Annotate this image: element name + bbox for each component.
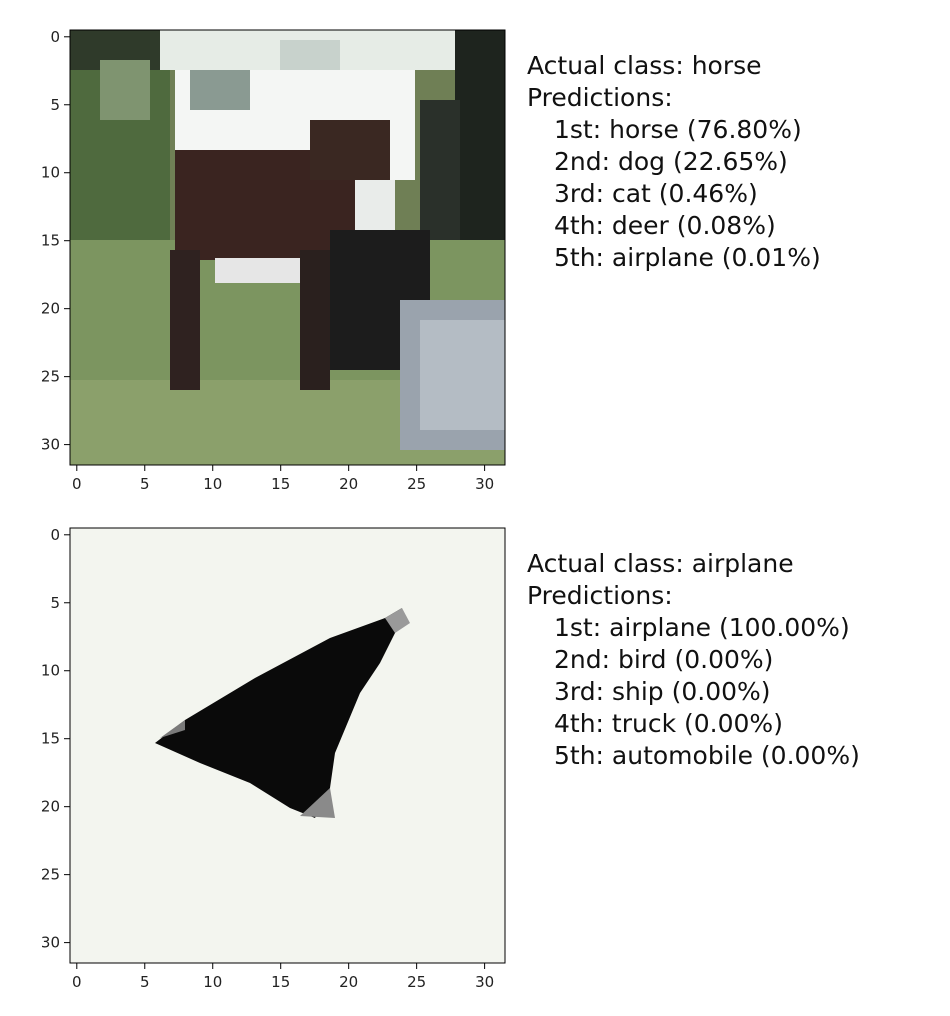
y-tick-label: 5 (50, 96, 60, 114)
airplane-image (70, 528, 505, 963)
x-tick-label: 25 (407, 475, 426, 493)
actual-class-label: Actual class: horse (527, 51, 762, 80)
y-tick-label: 30 (41, 934, 60, 952)
prediction-2nd: 2nd: dog (22.65%) (554, 147, 788, 176)
y-tick-label: 20 (41, 798, 60, 816)
panel-1: 0 5 10 15 20 25 30 0 5 10 15 20 25 30 Actual class: h… (0, 0, 950, 500)
prediction-4th: 4th: deer (0.08%) (554, 211, 776, 240)
prediction-1st: 1st: airplane (100.00%) (554, 613, 850, 642)
y-tick-label: 0 (50, 526, 60, 544)
x-tick-label: 20 (339, 475, 358, 493)
y-tick-label: 5 (50, 594, 60, 612)
prediction-info-1: Actual class: horse Predictions: 1st: ho… (527, 50, 821, 274)
y-tick-label: 10 (41, 662, 60, 680)
x-tick-label: 5 (140, 973, 150, 991)
prediction-info-2: Actual class: airplane Predictions: 1st:… (527, 548, 860, 772)
y-tick-label: 25 (41, 866, 60, 884)
prediction-5th: 5th: airplane (0.01%) (554, 243, 821, 272)
axes-frame (69, 29, 506, 466)
predictions-heading: Predictions: (527, 581, 673, 610)
x-tick-label: 20 (339, 973, 358, 991)
x-tick-label: 25 (407, 973, 426, 991)
x-tick-label: 10 (203, 973, 222, 991)
prediction-3rd: 3rd: cat (0.46%) (554, 179, 758, 208)
horse-image (70, 30, 505, 465)
axes-frame (69, 527, 506, 964)
x-tick-label: 15 (271, 973, 290, 991)
axis-ticks-1: 0 5 10 15 20 25 30 0 5 10 15 20 25 30 (41, 28, 494, 493)
axis-ticks-2: 0 5 10 15 20 25 30 0 5 10 15 20 25 30 (41, 526, 494, 991)
y-tick-label: 25 (41, 368, 60, 386)
panel-2: 0 5 10 15 20 25 30 0 5 10 15 20 25 30 Actual class: a… (0, 498, 950, 998)
prediction-1st: 1st: horse (76.80%) (554, 115, 802, 144)
prediction-4th: 4th: truck (0.00%) (554, 709, 783, 738)
x-tick-label: 30 (475, 475, 494, 493)
prediction-2nd: 2nd: bird (0.00%) (554, 645, 774, 674)
y-tick-label: 0 (50, 28, 60, 46)
image-plot-2: 0 5 10 15 20 25 30 0 5 10 15 20 25 30 (41, 526, 506, 991)
x-tick-label: 5 (140, 475, 150, 493)
prediction-3rd: 3rd: ship (0.00%) (554, 677, 771, 706)
prediction-5th: 5th: automobile (0.00%) (554, 741, 860, 770)
x-tick-label: 0 (72, 475, 82, 493)
y-tick-label: 30 (41, 436, 60, 454)
x-tick-label: 10 (203, 475, 222, 493)
x-tick-label: 30 (475, 973, 494, 991)
y-tick-label: 15 (41, 730, 60, 748)
actual-class-label: Actual class: airplane (527, 549, 794, 578)
y-tick-label: 10 (41, 164, 60, 182)
image-plot-1: 0 5 10 15 20 25 30 0 5 10 15 20 25 30 (41, 28, 506, 493)
x-tick-label: 15 (271, 475, 290, 493)
x-tick-label: 0 (72, 973, 82, 991)
y-tick-label: 20 (41, 300, 60, 318)
predictions-heading: Predictions: (527, 83, 673, 112)
y-tick-label: 15 (41, 232, 60, 250)
